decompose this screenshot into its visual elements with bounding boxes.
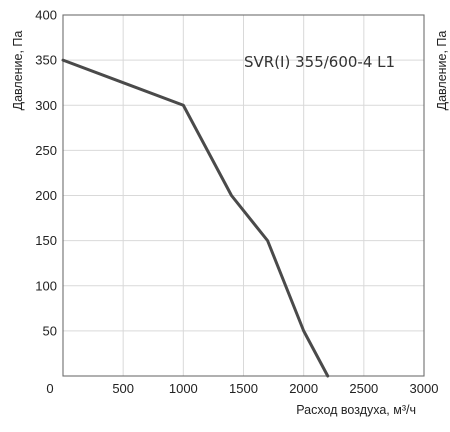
series-layer bbox=[61, 58, 330, 378]
y-tick-label: 50 bbox=[43, 323, 57, 338]
x-tick-label: 2000 bbox=[289, 381, 318, 396]
x-tick-label: 2500 bbox=[349, 381, 378, 396]
y-tick-label: 250 bbox=[35, 143, 57, 158]
series-label: SVR(I) 355/600-4 L1 bbox=[244, 53, 395, 71]
tick-labels: 0 500 1000 1500 2000 2500 3000 50 100 150 200 250 30… bbox=[35, 8, 438, 397]
y-tick-label: 400 bbox=[35, 8, 57, 23]
x-tick-label: 3000 bbox=[410, 381, 439, 396]
x-axis-title: Расход воздуха, м³/ч bbox=[296, 403, 416, 417]
y-tick-label: 350 bbox=[35, 53, 57, 68]
y-axis-title: Давление, Па bbox=[11, 31, 25, 111]
grid bbox=[63, 15, 424, 376]
series-line bbox=[61, 58, 330, 378]
plot-frame bbox=[62, 14, 425, 377]
x-tick-label: 0 bbox=[46, 381, 53, 396]
y-tick-label: 150 bbox=[35, 233, 57, 248]
x-tick-label: 1500 bbox=[229, 381, 258, 396]
y-tick-label: 300 bbox=[35, 98, 57, 113]
y-tick-label: 200 bbox=[35, 188, 57, 203]
x-tick-label: 500 bbox=[112, 381, 134, 396]
x-tick-label: 1000 bbox=[169, 381, 198, 396]
y-tick-label: 100 bbox=[35, 278, 57, 293]
right-y-axis-title: Давление, Па bbox=[435, 31, 449, 111]
